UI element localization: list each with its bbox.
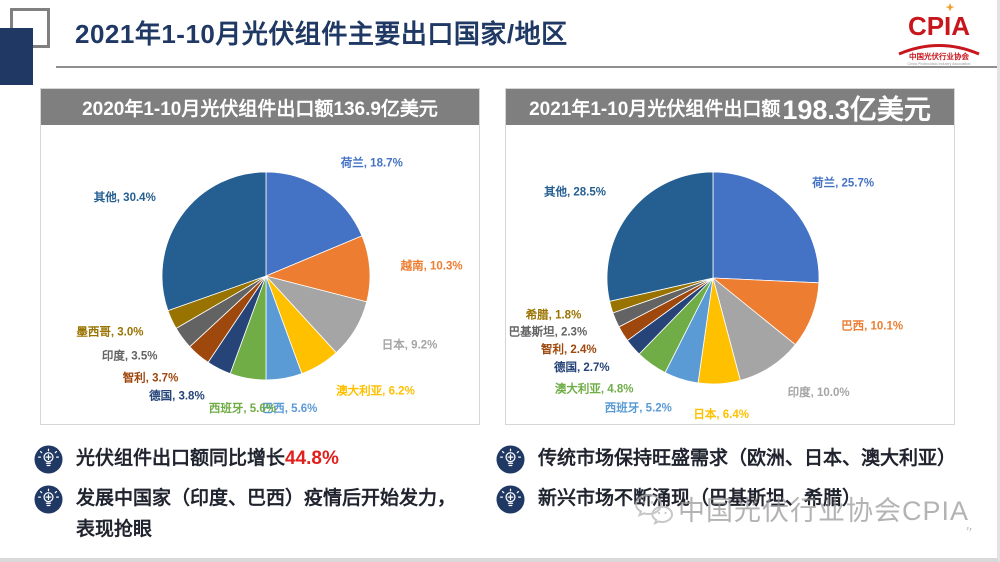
bullet-traditional-markets: 传统市场保持旺盛需求（欧洲、日本、澳大利亚） [496, 444, 996, 475]
pie-slice-label: 墨西哥, 3.0% [76, 326, 143, 339]
pie-slice-label: 其他, 28.5% [544, 184, 606, 198]
pie-slice-label: 西班牙, 5.2% [605, 401, 672, 415]
panel-2021-title-prefix: 2021年1-10月光伏组件出口额 [529, 98, 781, 120]
decoration-solid-square [0, 28, 33, 85]
page-title: 2021年1-10月光伏组件主要出口国家/地区 [75, 19, 568, 49]
pie-slice [712, 171, 820, 284]
pie-slice-label: 越南, 10.3% [400, 258, 463, 272]
pie-slice-label: 西班牙, 5.6% [209, 401, 276, 415]
bullet-text: 传统市场保持旺盛需求（欧洲、日本、澳大利亚） [538, 448, 957, 469]
pie-slice [606, 171, 714, 302]
bullet-growth-value: 44.8% [285, 448, 339, 469]
pie-slice [161, 171, 267, 312]
bullet-text: 新兴市场不断涌现（巴基斯坦、希腊） [538, 487, 862, 509]
bullet-export-growth: 光伏组件出口额同比增长44.8% [34, 444, 484, 475]
pie-slice-label: 荷兰, 25.7% [811, 175, 874, 189]
panel-2020-title-prefix: 2020年1-10月光伏组件出口额 [82, 98, 334, 120]
pie-slice-label: 印度, 3.5% [102, 348, 158, 362]
panel-2020: 2020年1-10月光伏组件出口额 136.9亿美元 荷兰, 18.7% 越南, 1… [40, 88, 480, 425]
panel-2020-title-value: 136.9亿美元 [333, 98, 438, 120]
pie-slice-label: 荷兰, 18.7% [340, 156, 403, 170]
logo-subtext-en: China Photovoltaic Industry Association [908, 62, 971, 66]
pie-slice-label: 澳大利亚, 6.2% [336, 383, 415, 397]
bullets-right: 传统市场保持旺盛需求（欧洲、日本、澳大利亚） 新兴市场不断涌现（巴基斯坦、希腊） [496, 444, 996, 515]
lightbulb-icon [496, 445, 525, 474]
bullet-text: 光伏组件出口额同比增长44.8% [76, 444, 339, 475]
panel-2020-title: 2020年1-10月光伏组件出口额 136.9亿美元 [41, 89, 479, 125]
logo-sun-icon [945, 3, 955, 12]
pie-slice-label: 德国, 3.8% [148, 388, 205, 402]
pie-slice-label: 日本, 6.4% [693, 407, 749, 421]
bullet-line-1: 发展中国家（印度、巴西）疫情后开始发力， [76, 487, 457, 509]
pie-slice-label: 智利, 2.4% [541, 342, 597, 356]
bullet-text: 发展中国家（印度、巴西）疫情后开始发力， 表现抢眼 [76, 484, 456, 546]
pie-slice-label: 巴西, 5.6% [262, 402, 318, 415]
pie-slice-label: 巴基斯坦, 2.3% [509, 324, 588, 338]
pie-slice-label: 印度, 10.0% [788, 385, 850, 399]
panel-2021-title: 2021年1-10月光伏组件出口额 198.3亿美元 [506, 89, 954, 125]
logo-subtext: 中国光伏行业协会 [909, 51, 969, 61]
pie-chart-2021: 荷兰, 25.7% 巴西, 10.1% 印度, 10.0% 日本, 6.4% 西班牙, … [506, 125, 954, 424]
logo-arc [898, 44, 980, 56]
bullet-developing-countries: 发展中国家（印度、巴西）疫情后开始发力， 表现抢眼 [34, 484, 484, 546]
lightbulb-icon [34, 445, 63, 474]
pie-slice-label: 希腊, 1.8% [525, 308, 582, 322]
pie-slice-label: 德国, 2.7% [553, 360, 610, 374]
logo-text: CPIA [908, 11, 970, 41]
panel-2021-title-value: 198.3亿美元 [782, 94, 931, 125]
panel-2021: 2021年1-10月光伏组件出口额 198.3亿美元 荷兰, 25.7% 巴西, 1… [505, 88, 955, 425]
cpia-logo: CPIA 中国光伏行业协会 China Photovoltaic Industr… [898, 3, 980, 66]
lightbulb-icon [496, 485, 525, 514]
pie-slice-label: 澳大利亚, 4.8% [555, 382, 634, 396]
pie-slice [265, 171, 363, 277]
lightbulb-icon [34, 485, 63, 514]
bullet-line-2: 表现抢眼 [76, 518, 153, 540]
bullet-growth-prefix: 光伏组件出口额同比增长 [76, 448, 286, 469]
pie-slice-label: 巴西, 10.1% [841, 320, 903, 333]
bullet-emerging-markets: 新兴市场不断涌现（巴基斯坦、希腊） [496, 484, 996, 515]
pie-slice-label: 其他, 30.4% [94, 190, 156, 204]
bullets-left: 光伏组件出口额同比增长44.8% 发展中国家（印度、巴西）疫情后开始发力， 表现… [34, 444, 484, 545]
pie-chart-2020: 荷兰, 18.7% 越南, 10.3% 日本, 9.2% 澳大利亚, 6.2% 巴西, … [41, 125, 479, 424]
pie-svg: 荷兰, 18.7% 越南, 10.3% 日本, 9.2% 澳大利亚, 6.2% 巴西, … [76, 156, 463, 415]
corner-artifact: ’’ [962, 523, 974, 541]
pie-slice-label: 智利, 3.7% [123, 371, 179, 385]
header-divider [56, 66, 997, 68]
pie-svg: 荷兰, 25.7% 巴西, 10.1% 印度, 10.0% 日本, 6.4% 西班牙, … [509, 171, 903, 421]
pie-slice-label: 日本, 9.2% [382, 337, 438, 351]
